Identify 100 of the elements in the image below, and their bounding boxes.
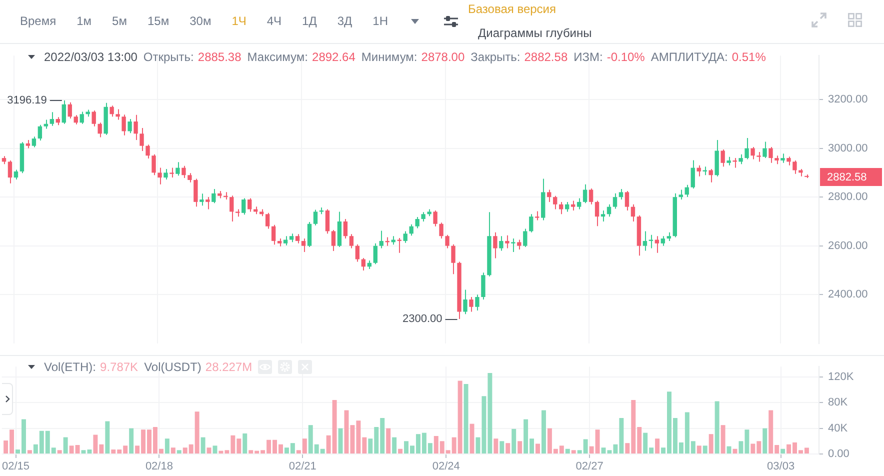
candlestick [553,195,558,210]
candlestick [403,230,408,244]
candlestick [463,289,468,315]
candlestick [373,242,378,265]
bar [494,438,498,454]
bar [506,443,510,454]
bar [27,450,32,454]
text: 2882.58 [827,171,867,184]
y-tick-label: 2600.00 [828,240,868,252]
candlestick [14,169,18,180]
candlestick [247,198,252,212]
candlestick [505,234,510,249]
annotation: -0.10% [606,50,645,64]
text: 1Ч [232,14,246,28]
candlestick [493,232,498,259]
bar [518,441,522,454]
annotation: 2892.64 [312,50,356,64]
candlestick [8,160,12,184]
bar [720,425,726,454]
candlestick [361,258,366,271]
candlestick [397,238,402,254]
bar [63,437,68,454]
bar [708,434,714,454]
candlestick [720,149,725,168]
bar [464,384,468,454]
candlestick [558,201,564,215]
bar [57,450,62,454]
annotation: Закрыть: [470,50,520,64]
candlestick [295,234,300,244]
candlestick [469,296,474,312]
candlestick [188,172,192,183]
candlestick [624,190,630,211]
candlestick [756,151,761,162]
bar [398,448,403,454]
annotation: 2878.00 [421,50,465,64]
candlestick [379,230,384,249]
candlestick [612,192,618,210]
y-tick-label: 3000.00 [828,142,868,154]
candlestick [678,189,683,200]
candlestick [116,108,120,120]
bar [242,433,248,454]
bar [105,421,110,454]
x-tick-label: 02/15 [2,460,30,473]
y-tick-label: 2400.00 [828,288,868,301]
candlestick [194,178,198,208]
x-tick-label: 02/27 [576,460,604,473]
candlestick [128,118,132,134]
bar [732,448,738,454]
candlestick [68,102,72,120]
candlestick [140,128,144,152]
candlestick [642,230,648,252]
text: 1Н [372,14,388,28]
candlestick [415,216,420,229]
text: Время [20,14,56,28]
bar [541,410,546,454]
text: 15м [147,14,170,28]
candlestick [265,212,270,230]
bar [512,428,516,454]
text: 4Ч [266,14,282,28]
annotation: Максимум: [247,50,308,64]
candlestick [283,236,288,246]
candlestick [32,136,36,148]
bar [200,437,206,454]
candlestick [762,141,767,159]
candlestick [170,167,174,178]
candlestick [331,229,336,252]
annotation: Минимум: [361,50,418,64]
x-tick-label: 03/03 [767,460,795,473]
candlestick [92,110,96,127]
candlestick [792,160,797,174]
candlestick [582,184,588,204]
candlestick [529,214,534,233]
candlestick [606,204,612,218]
candlestick [732,158,737,168]
candlestick [439,222,444,240]
text: Диаграммы глубины [478,26,592,40]
candlestick [301,238,306,252]
candlestick [122,114,126,136]
candlestick [152,154,156,176]
bar [762,428,768,454]
text: 5м [112,14,127,28]
candlestick [50,112,54,126]
annotation: 28.227M [205,360,252,374]
candlestick [146,144,150,160]
bar [386,428,391,454]
candlestick [421,212,426,222]
candlestick [80,111,84,124]
x-tick-label: 02/18 [145,460,173,473]
candlestick [409,224,414,236]
bar [536,444,540,454]
candlestick [738,154,743,165]
x-tick-label: 02/24 [432,460,460,473]
candlestick [212,188,216,204]
bar [726,446,732,454]
candlestick [750,146,755,160]
chart-subtitle: 2022/03/03 13:00 [44,50,138,64]
bar [702,446,708,454]
candlestick [696,164,701,177]
candlestick [618,188,624,200]
text: 30м [190,14,212,28]
